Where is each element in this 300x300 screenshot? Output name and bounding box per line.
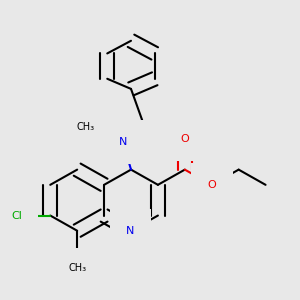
Text: CH₃: CH₃: [68, 263, 86, 273]
Text: N: N: [119, 137, 127, 147]
Text: N: N: [126, 226, 135, 236]
Text: O: O: [207, 180, 216, 190]
Text: CH₃: CH₃: [76, 122, 94, 132]
Text: Cl: Cl: [11, 211, 22, 220]
Text: O: O: [181, 134, 189, 144]
